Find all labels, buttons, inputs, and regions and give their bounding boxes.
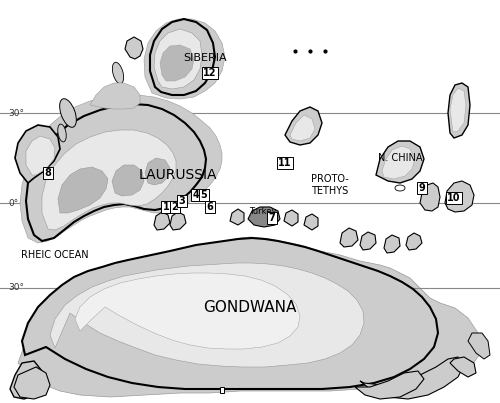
Text: 6: 6 bbox=[206, 202, 214, 212]
Polygon shape bbox=[360, 232, 376, 250]
Text: PROTO-
TETHYS: PROTO- TETHYS bbox=[311, 174, 349, 196]
Polygon shape bbox=[376, 141, 424, 183]
Polygon shape bbox=[154, 29, 202, 89]
Polygon shape bbox=[220, 387, 224, 393]
Polygon shape bbox=[355, 371, 424, 399]
Polygon shape bbox=[285, 107, 322, 145]
Polygon shape bbox=[75, 273, 300, 349]
Ellipse shape bbox=[60, 99, 76, 127]
Polygon shape bbox=[382, 146, 415, 179]
Polygon shape bbox=[42, 130, 176, 230]
Text: 30°: 30° bbox=[8, 283, 24, 293]
Text: RHEIC OCEAN: RHEIC OCEAN bbox=[21, 250, 89, 260]
Polygon shape bbox=[26, 104, 206, 241]
Polygon shape bbox=[304, 214, 318, 230]
Text: 8: 8 bbox=[44, 168, 52, 178]
Text: 10: 10 bbox=[448, 193, 461, 203]
Text: 4: 4 bbox=[192, 190, 200, 200]
Polygon shape bbox=[448, 83, 470, 138]
Text: 0°: 0° bbox=[8, 199, 18, 208]
Polygon shape bbox=[14, 367, 50, 399]
Text: LAURUSSIA: LAURUSSIA bbox=[139, 168, 217, 182]
Polygon shape bbox=[360, 357, 464, 399]
Text: 3: 3 bbox=[178, 196, 186, 206]
Polygon shape bbox=[150, 19, 215, 95]
Polygon shape bbox=[112, 165, 144, 196]
Text: 30°: 30° bbox=[8, 108, 24, 118]
Text: GONDWANA: GONDWANA bbox=[204, 301, 296, 316]
Polygon shape bbox=[406, 233, 422, 250]
Text: 11: 11 bbox=[278, 158, 292, 168]
Text: 9: 9 bbox=[418, 183, 426, 193]
Polygon shape bbox=[18, 237, 482, 397]
Polygon shape bbox=[26, 136, 55, 175]
Polygon shape bbox=[10, 361, 44, 399]
Polygon shape bbox=[154, 212, 170, 230]
Polygon shape bbox=[145, 158, 170, 185]
Ellipse shape bbox=[395, 185, 405, 191]
Polygon shape bbox=[170, 212, 186, 230]
Polygon shape bbox=[125, 37, 143, 59]
Polygon shape bbox=[290, 115, 315, 141]
Text: 1: 1 bbox=[162, 202, 170, 212]
Polygon shape bbox=[248, 207, 280, 227]
Ellipse shape bbox=[58, 124, 66, 142]
Text: Turkey: Turkey bbox=[249, 208, 277, 216]
Polygon shape bbox=[230, 209, 244, 225]
Polygon shape bbox=[20, 95, 222, 243]
Polygon shape bbox=[160, 45, 194, 81]
Polygon shape bbox=[58, 167, 108, 213]
Polygon shape bbox=[420, 183, 440, 211]
Text: 5: 5 bbox=[200, 190, 207, 200]
Ellipse shape bbox=[118, 85, 126, 101]
Polygon shape bbox=[284, 210, 298, 226]
Text: 7: 7 bbox=[268, 213, 276, 223]
Polygon shape bbox=[468, 333, 490, 359]
Ellipse shape bbox=[112, 62, 124, 84]
Text: 2: 2 bbox=[172, 202, 178, 212]
Polygon shape bbox=[15, 125, 60, 183]
Polygon shape bbox=[22, 238, 438, 389]
Text: 12: 12 bbox=[203, 68, 217, 78]
Polygon shape bbox=[445, 181, 474, 212]
Polygon shape bbox=[144, 19, 225, 99]
Text: SIBERIA: SIBERIA bbox=[183, 53, 227, 63]
Polygon shape bbox=[340, 228, 358, 247]
Polygon shape bbox=[450, 88, 466, 132]
Text: N. CHINA: N. CHINA bbox=[378, 153, 422, 163]
Polygon shape bbox=[90, 83, 140, 109]
Polygon shape bbox=[50, 263, 364, 367]
Polygon shape bbox=[384, 235, 400, 253]
Polygon shape bbox=[450, 357, 476, 377]
